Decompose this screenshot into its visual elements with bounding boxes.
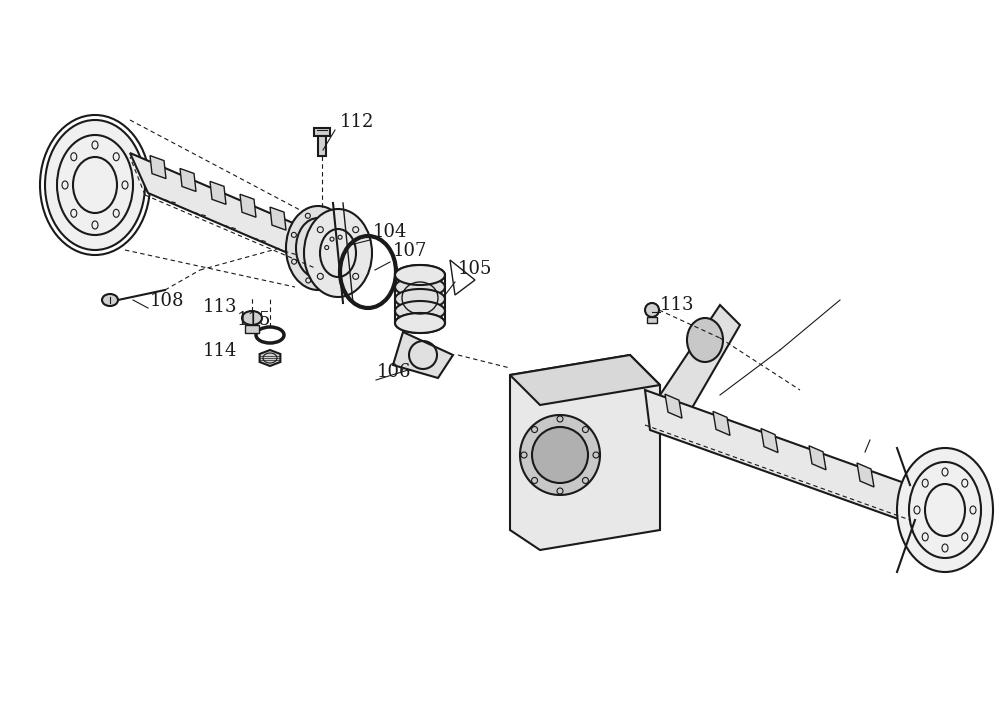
Text: 104: 104 [373,223,407,241]
Polygon shape [761,429,778,453]
Circle shape [645,303,659,317]
Text: 112: 112 [340,113,374,131]
Ellipse shape [395,265,445,285]
Text: 105: 105 [458,260,492,278]
Ellipse shape [395,313,445,333]
Ellipse shape [304,209,372,297]
Ellipse shape [102,294,118,306]
Polygon shape [210,182,226,204]
Bar [314,128,330,136]
Ellipse shape [395,277,445,297]
Ellipse shape [395,265,445,285]
Polygon shape [713,411,730,435]
Text: 115: 115 [237,311,271,329]
Ellipse shape [687,318,723,362]
Polygon shape [510,355,660,550]
Bar [245,325,259,333]
Text: 113: 113 [660,296,694,314]
Ellipse shape [242,311,262,325]
Polygon shape [645,390,915,525]
Ellipse shape [532,427,588,483]
Ellipse shape [520,415,600,495]
Polygon shape [665,394,682,418]
Text: 108: 108 [150,292,184,310]
Polygon shape [260,350,280,366]
Polygon shape [130,153,318,266]
Polygon shape [270,207,286,230]
Ellipse shape [395,289,445,309]
Ellipse shape [395,313,445,333]
Polygon shape [510,355,660,405]
Polygon shape [393,332,453,378]
Ellipse shape [286,206,350,290]
Text: 107: 107 [393,242,427,260]
Text: 106: 106 [377,363,412,381]
Bar [647,317,657,323]
Polygon shape [240,194,256,218]
Text: 114: 114 [203,342,237,360]
Polygon shape [150,156,166,179]
Ellipse shape [395,301,445,321]
Polygon shape [180,168,196,191]
Polygon shape [857,463,874,487]
Bar [318,136,326,156]
Text: 113: 113 [202,298,237,316]
Ellipse shape [45,120,145,250]
Polygon shape [660,305,740,420]
Ellipse shape [897,448,993,572]
Polygon shape [809,446,826,470]
